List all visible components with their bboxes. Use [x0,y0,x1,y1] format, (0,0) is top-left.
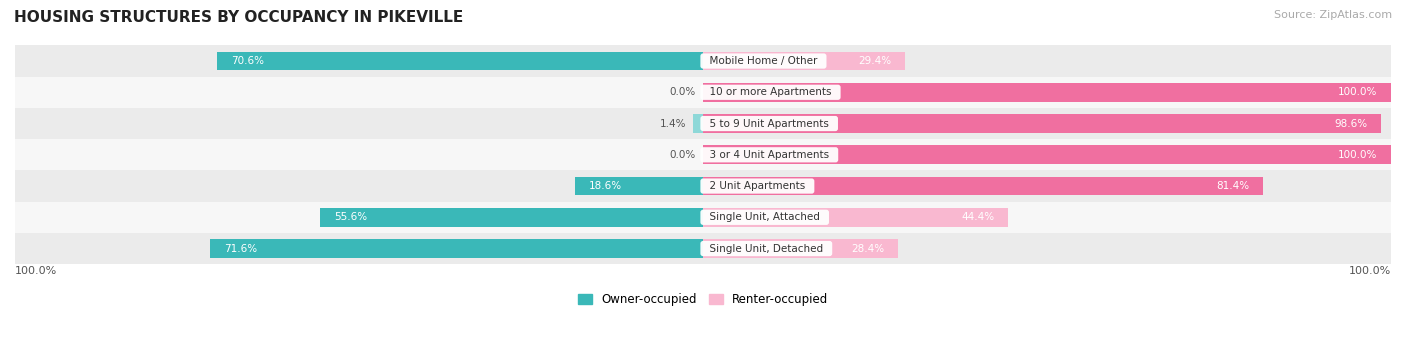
Text: Single Unit, Detached: Single Unit, Detached [703,243,830,254]
Text: 5 to 9 Unit Apartments: 5 to 9 Unit Apartments [703,119,835,129]
Bar [15,45,1391,77]
Text: 81.4%: 81.4% [1216,181,1250,191]
Text: 98.6%: 98.6% [1334,119,1368,129]
Bar [693,114,703,133]
Text: 28.4%: 28.4% [852,243,884,254]
Legend: Owner-occupied, Renter-occupied: Owner-occupied, Renter-occupied [572,288,834,311]
Text: 1.4%: 1.4% [659,119,686,129]
Text: 44.4%: 44.4% [962,212,994,222]
Text: 3 or 4 Unit Apartments: 3 or 4 Unit Apartments [703,150,835,160]
Text: 18.6%: 18.6% [589,181,621,191]
Text: 71.6%: 71.6% [224,243,257,254]
Text: 2 Unit Apartments: 2 Unit Apartments [703,181,811,191]
Bar [703,114,1381,133]
Text: Mobile Home / Other: Mobile Home / Other [703,56,824,66]
Bar [15,233,1391,264]
Bar [703,177,1263,195]
Text: Single Unit, Attached: Single Unit, Attached [703,212,827,222]
Text: 55.6%: 55.6% [335,212,367,222]
Bar [15,170,1391,202]
Text: 70.6%: 70.6% [231,56,264,66]
Bar [15,77,1391,108]
Bar [575,177,703,195]
Bar [218,51,703,70]
Bar [211,239,703,258]
Bar [703,51,905,70]
Text: 0.0%: 0.0% [669,87,696,97]
Bar [703,145,1391,164]
Text: 100.0%: 100.0% [15,266,58,276]
Bar [15,139,1391,170]
Text: 29.4%: 29.4% [859,56,891,66]
Text: 100.0%: 100.0% [1348,266,1391,276]
Text: 0.0%: 0.0% [669,150,696,160]
Text: 10 or more Apartments: 10 or more Apartments [703,87,838,97]
Bar [15,202,1391,233]
Text: 100.0%: 100.0% [1339,150,1378,160]
Text: HOUSING STRUCTURES BY OCCUPANCY IN PIKEVILLE: HOUSING STRUCTURES BY OCCUPANCY IN PIKEV… [14,10,464,25]
Text: Source: ZipAtlas.com: Source: ZipAtlas.com [1274,10,1392,20]
Bar [15,108,1391,139]
Bar [321,208,703,227]
Text: 100.0%: 100.0% [1339,87,1378,97]
Bar [703,83,1391,102]
Bar [703,239,898,258]
Bar [703,208,1008,227]
